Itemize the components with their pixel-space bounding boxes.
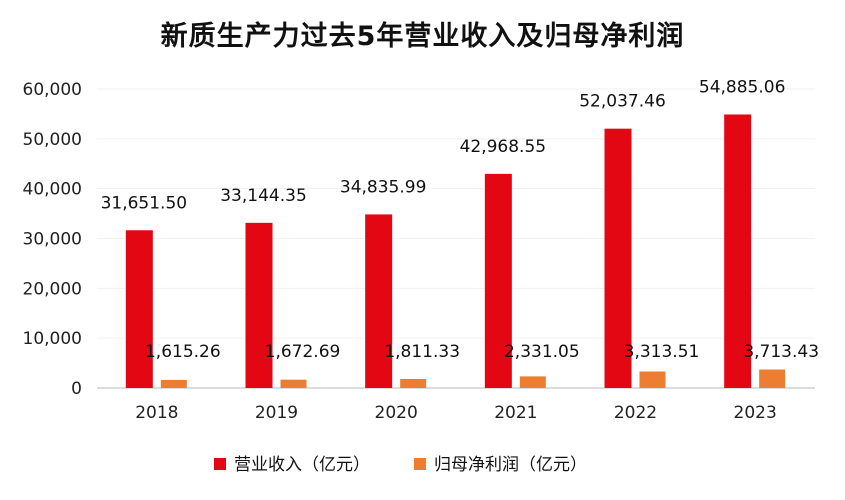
revenue-data-label: 33,144.35 bbox=[220, 186, 307, 206]
chart-title: 新质生产力过去5年营业收入及归母净利润 bbox=[160, 21, 685, 52]
revenue-data-label: 42,968.55 bbox=[460, 137, 547, 157]
net-profit-bar bbox=[759, 369, 786, 388]
revenue-data-label: 34,835.99 bbox=[340, 177, 427, 197]
y-tick-label: 40,000 bbox=[23, 180, 82, 200]
revenue-bar bbox=[484, 173, 512, 388]
revenue-bar bbox=[125, 230, 153, 388]
legend-label: 归母净利润（亿元） bbox=[434, 455, 587, 475]
x-tick-label: 2020 bbox=[375, 403, 418, 423]
net-profit-bar bbox=[519, 376, 546, 388]
legend-swatch bbox=[414, 458, 426, 470]
y-tick-label: 60,000 bbox=[23, 80, 82, 100]
net-profit-bar bbox=[160, 379, 187, 388]
net-profit-data-label: 2,331.05 bbox=[504, 342, 580, 362]
revenue-bar bbox=[604, 128, 632, 388]
x-tick-label: 2018 bbox=[135, 403, 178, 423]
y-tick-label: 10,000 bbox=[23, 329, 82, 349]
revenue-data-label: 52,037.46 bbox=[579, 92, 666, 112]
x-tick-label: 2021 bbox=[494, 403, 537, 423]
net-profit-data-label: 3,713.43 bbox=[743, 342, 819, 362]
revenue-bar bbox=[724, 114, 752, 389]
net-profit-bar bbox=[400, 378, 427, 388]
revenue-bar bbox=[365, 214, 393, 388]
revenue-data-label: 31,651.50 bbox=[101, 193, 188, 213]
net-profit-data-label: 1,672.69 bbox=[265, 342, 341, 362]
x-tick-label: 2022 bbox=[614, 403, 657, 423]
net-profit-data-label: 3,313.51 bbox=[624, 342, 700, 362]
legend-swatch bbox=[214, 458, 226, 470]
y-tick-label: 50,000 bbox=[23, 130, 82, 150]
net-profit-data-label: 1,811.33 bbox=[384, 342, 460, 362]
x-tick-label: 2019 bbox=[255, 403, 298, 423]
net-profit-bar bbox=[639, 371, 666, 388]
legend-label: 营业收入（亿元） bbox=[234, 455, 370, 475]
revenue-data-label: 54,885.06 bbox=[699, 77, 786, 97]
y-tick-label: 0 bbox=[71, 379, 82, 399]
revenue-bar bbox=[245, 222, 273, 388]
net-profit-data-label: 1,615.26 bbox=[145, 342, 221, 362]
net-profit-bar bbox=[280, 379, 307, 388]
y-tick-label: 30,000 bbox=[23, 230, 82, 250]
x-tick-label: 2023 bbox=[734, 403, 777, 423]
y-tick-label: 20,000 bbox=[23, 279, 82, 299]
